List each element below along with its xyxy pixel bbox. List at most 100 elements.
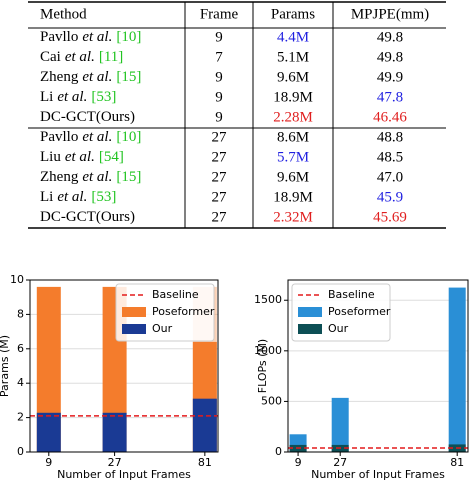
frame-cell: 9 xyxy=(215,29,223,45)
mpjpe-cell: 48.8 xyxy=(377,129,403,145)
method-cell: Pavllo et al. [10] xyxy=(40,29,141,45)
params-cell: 18.9M xyxy=(273,89,313,105)
mpjpe-cell: 48.5 xyxy=(377,149,403,165)
legend-label: Our xyxy=(152,322,173,335)
legend-swatch xyxy=(298,307,322,317)
y-tick-label: 2 xyxy=(17,411,24,424)
citation: [10] xyxy=(116,29,141,45)
legend-label: Baseline xyxy=(328,288,375,301)
y-axis-label: FLOPs (M) xyxy=(256,339,269,393)
method-cell: Zheng et al. [15] xyxy=(40,169,141,185)
citation: [15] xyxy=(116,69,141,85)
params-cell: 9.6M xyxy=(277,169,309,185)
citation: [11] xyxy=(99,49,123,65)
x-tick-label: 27 xyxy=(333,456,347,469)
method-name: Li xyxy=(40,89,53,105)
params-cell: 18.9M xyxy=(273,189,313,205)
frame-cell: 7 xyxy=(215,49,223,65)
frame-cell: 27 xyxy=(212,149,228,165)
params-cell: 8.6M xyxy=(277,129,309,145)
bar xyxy=(102,412,127,452)
method-cell: Liu et al. [54] xyxy=(40,149,124,165)
et-al: et al. xyxy=(82,169,112,185)
et-al: et al. xyxy=(82,129,112,145)
et-al: et al. xyxy=(82,29,112,45)
method-cell: Li et al. [53] xyxy=(40,189,116,205)
citation: [54] xyxy=(99,149,124,165)
method-name: Li xyxy=(40,189,53,205)
legend-label: Baseline xyxy=(152,288,199,301)
et-al: et al. xyxy=(57,89,87,105)
citation: [53] xyxy=(91,189,116,205)
y-axis-label: Params (M) xyxy=(0,335,11,397)
plot-frame xyxy=(29,279,219,453)
et-al: et al. xyxy=(65,49,95,65)
params-cell: 9.6M xyxy=(277,69,309,85)
method-cell: DC-GCT(Ours) xyxy=(40,209,135,225)
x-tick-label: 9 xyxy=(295,456,302,469)
bar xyxy=(192,398,217,452)
params-cell: 4.4M xyxy=(277,29,309,45)
et-al: et al. xyxy=(65,149,95,165)
frame-cell: 27 xyxy=(212,129,228,145)
x-tick-label: 9 xyxy=(45,456,52,469)
y-tick-label: 8 xyxy=(17,307,24,320)
bar xyxy=(36,412,61,452)
method-name: Liu xyxy=(40,149,61,165)
citation: [10] xyxy=(116,129,141,145)
et-al: et al. xyxy=(57,189,87,205)
legend-swatch xyxy=(298,324,322,334)
y-tick-label: 1500 xyxy=(254,293,282,306)
method-cell: Pavllo et al. [10] xyxy=(40,129,141,145)
params-cell: 5.7M xyxy=(277,149,309,165)
mpjpe-cell: 45.9 xyxy=(377,189,403,205)
mpjpe-cell: 45.69 xyxy=(373,209,407,225)
frame-cell: 27 xyxy=(212,169,228,185)
legend-label: Our xyxy=(328,322,349,335)
y-tick-label: 10 xyxy=(10,273,24,286)
method-name: Pavllo xyxy=(40,129,78,145)
method-cell: DC-GCT(Ours) xyxy=(40,109,135,125)
bar xyxy=(331,397,349,452)
x-tick-label: 81 xyxy=(450,456,464,469)
mpjpe-cell: 49.8 xyxy=(377,49,403,65)
plot-frame xyxy=(287,279,469,453)
method-name: Zheng xyxy=(40,69,79,85)
y-tick-label: 500 xyxy=(261,394,282,407)
x-tick-label: 27 xyxy=(108,456,122,469)
y-tick-label: 0 xyxy=(17,445,24,458)
method-cell: Li et al. [53] xyxy=(40,89,116,105)
mpjpe-cell: 46.46 xyxy=(373,109,407,125)
et-al: et al. xyxy=(82,69,112,85)
frame-cell: 27 xyxy=(212,189,228,205)
citation: [53] xyxy=(91,89,116,105)
citation: [15] xyxy=(116,169,141,185)
method-name: DC-GCT(Ours) xyxy=(40,109,135,125)
legend-swatch xyxy=(122,324,146,334)
legend-label: Poseformer xyxy=(328,305,391,318)
header-cell: Method xyxy=(40,6,87,22)
method-name: Zheng xyxy=(40,169,79,185)
method-name: Pavllo xyxy=(40,29,78,45)
y-tick-label: 0 xyxy=(275,445,282,458)
x-axis-label: Number of Input Frames xyxy=(57,468,191,481)
y-tick-label: 4 xyxy=(17,376,24,389)
method-cell: Cai et al. [11] xyxy=(40,49,123,65)
frame-cell: 27 xyxy=(212,209,228,225)
mpjpe-cell: 49.9 xyxy=(377,69,403,85)
frame-cell: 9 xyxy=(215,89,223,105)
method-name: Cai xyxy=(40,49,61,65)
params-cell: 2.32M xyxy=(273,209,313,225)
bar xyxy=(448,287,466,452)
header-cell: Frame xyxy=(200,6,239,22)
method-cell: Zheng et al. [15] xyxy=(40,69,141,85)
x-axis-label: Number of Input Frames xyxy=(311,468,445,481)
mpjpe-cell: 49.8 xyxy=(377,29,403,45)
mpjpe-cell: 47.0 xyxy=(377,169,403,185)
header-cell: Params xyxy=(271,6,315,22)
params-cell: 2.28M xyxy=(273,109,313,125)
header-cell: MPJPE(mm) xyxy=(351,6,429,22)
frame-cell: 9 xyxy=(215,109,223,125)
method-name: DC-GCT(Ours) xyxy=(40,209,135,225)
